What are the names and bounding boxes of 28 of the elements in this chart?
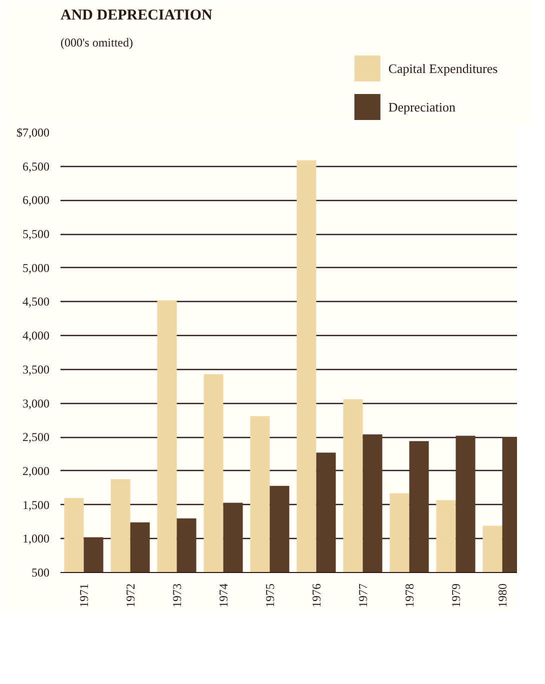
x-tick-label: 1977 <box>356 584 370 608</box>
x-tick-label: 1974 <box>216 584 230 608</box>
y-tick-label: 3,500 <box>22 362 50 376</box>
x-tick-label: 1976 <box>309 584 324 608</box>
x-tick-label: 1972 <box>123 584 138 608</box>
x-tick-label: 1975 <box>262 584 277 608</box>
chart-title: AND DEPRECIATION <box>60 8 212 24</box>
y-tick-label: 3,000 <box>22 396 50 410</box>
y-tick-label: 2,000 <box>22 464 50 478</box>
x-tick-label: 1971 <box>76 584 91 608</box>
y-tick-label: $7,000 <box>16 126 50 140</box>
x-tick-label: 1979 <box>448 584 463 608</box>
y-tick-label: 6,000 <box>22 193 50 208</box>
x-tick-label: 1980 <box>495 584 510 608</box>
y-tick-label: 5,500 <box>22 227 50 242</box>
y-tick-label: 5,000 <box>22 260 50 275</box>
x-tick-label: 1978 <box>402 584 416 608</box>
y-tick-label: 4,500 <box>22 294 50 309</box>
y-tick-label: 6,500 <box>22 159 50 174</box>
chart-subtitle: (000's omitted) <box>60 36 133 50</box>
legend-label: Capital Expenditures <box>388 61 498 76</box>
y-tick-label: 500 <box>32 566 50 580</box>
legend-label: Depreciation <box>388 100 456 114</box>
y-tick-label: 1,000 <box>22 532 50 546</box>
x-tick-label: 1973 <box>170 584 184 608</box>
y-tick-label: 1,500 <box>22 498 50 512</box>
y-tick-label: 4,000 <box>22 328 50 343</box>
y-tick-label: 2,500 <box>22 430 50 444</box>
